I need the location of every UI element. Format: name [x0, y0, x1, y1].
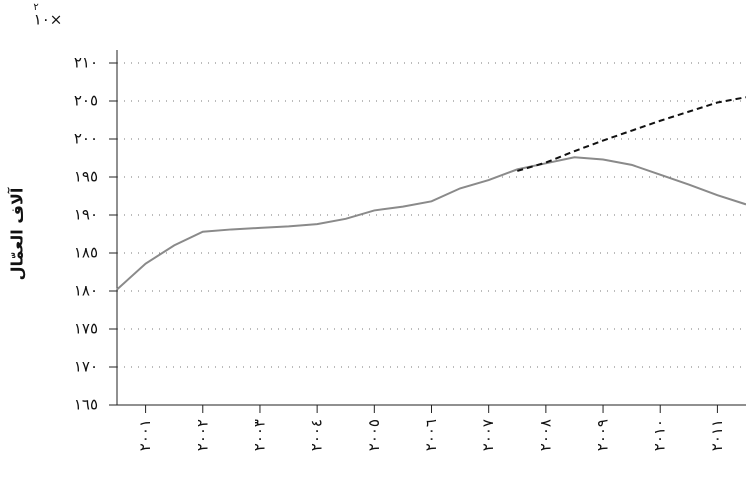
y-tick-label: ١٦٥ [74, 396, 98, 414]
x-tick-label: ٢٠٠١ [136, 419, 154, 451]
multiplier-base: ١٠× [34, 11, 63, 29]
y-tick-label: ١٧٥ [74, 320, 98, 338]
multiplier-exponent: ٢ [33, 2, 38, 13]
y-tick-label: ١٨٥ [74, 244, 98, 262]
x-tick-label: ٢٠٠٦ [422, 419, 440, 451]
x-tick-label: ٢٠٠٢ [193, 419, 211, 451]
y-tick-label: ٢٠٥ [74, 92, 98, 110]
line-series [516, 96, 746, 172]
x-tick-label: ٢٠٠٨ [536, 419, 554, 451]
y-tick-label: ٢٠٠ [74, 130, 98, 148]
x-tick-label: ٢٠١٠ [651, 419, 669, 451]
x-tick-label: ٢٠١١ [708, 419, 726, 451]
x-tick-label: ٢٠٠٤ [308, 419, 326, 451]
x-tick-label: ٢٠٠٧ [479, 419, 497, 451]
y-tick-label: ١٨٠ [74, 282, 98, 300]
y-tick-label: ١٩٠ [74, 206, 98, 224]
y-axis-label: آلاف العمّال [7, 187, 27, 280]
x-tick-label: ٢٠٠٥ [365, 419, 383, 451]
y-tick-label: ١٩٥ [74, 168, 98, 186]
y-tick-label: ١٧٠ [74, 358, 98, 376]
x-tick-label: ٢٠٠٩ [594, 419, 612, 451]
x-tick-label: ٢٠٠٣ [250, 419, 268, 451]
line-series [116, 156, 746, 291]
y-tick-label: ٢١٠ [74, 54, 98, 72]
